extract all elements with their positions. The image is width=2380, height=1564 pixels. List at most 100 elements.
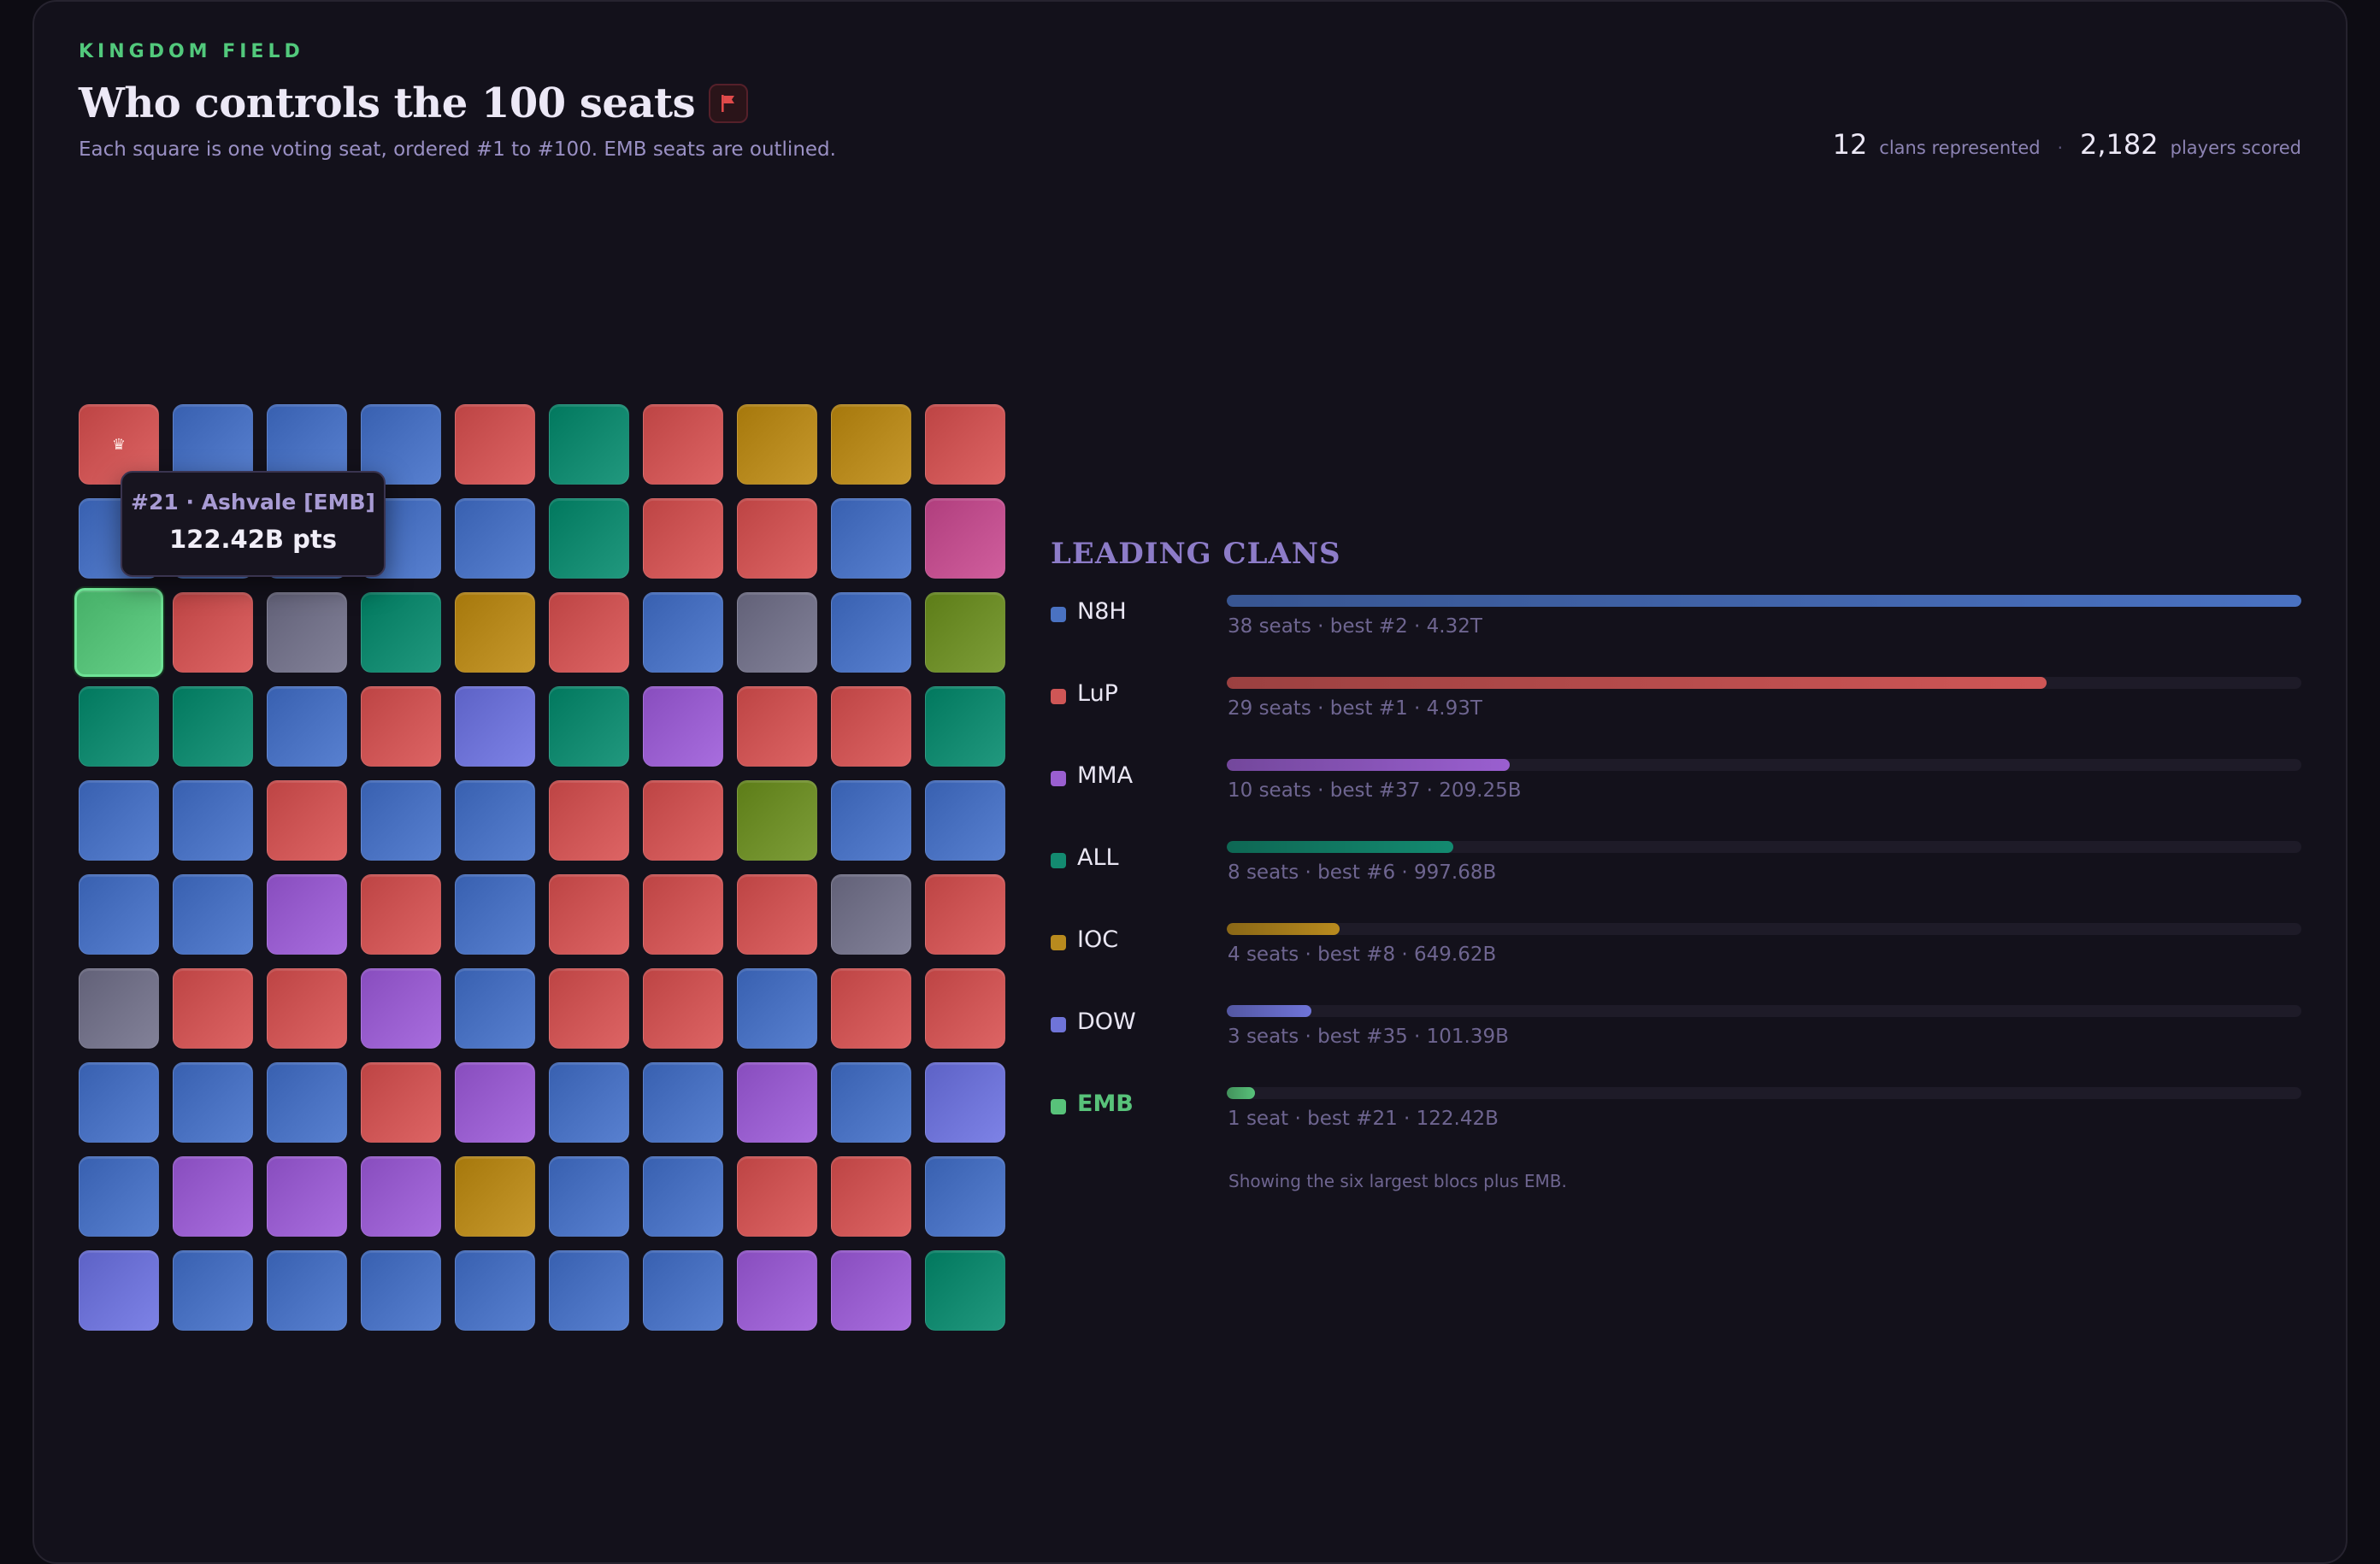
seat-49[interactable] [831,780,911,861]
seat-28[interactable] [737,592,817,673]
seat-6[interactable] [549,404,629,485]
seat-90[interactable] [925,1156,1005,1237]
seat-39[interactable] [831,686,911,767]
seat-29[interactable] [831,592,911,673]
seat-61[interactable] [79,968,159,1049]
seat-30[interactable] [925,592,1005,673]
seat-77[interactable] [643,1062,723,1143]
seat-18[interactable] [737,498,817,579]
seat-54[interactable] [361,874,441,955]
seat-31[interactable] [79,686,159,767]
seat-17[interactable] [643,498,723,579]
clan-row-ioc[interactable]: IOC 4 seats · best #8 · 649.62B [1051,921,2301,998]
seat-45[interactable] [455,780,535,861]
seat-9[interactable] [831,404,911,485]
seat-78[interactable] [737,1062,817,1143]
seat-79[interactable] [831,1062,911,1143]
seat-10[interactable] [925,404,1005,485]
seat-27[interactable] [643,592,723,673]
seat-97[interactable] [643,1250,723,1331]
seat-25[interactable] [455,592,535,673]
seat-65[interactable] [455,968,535,1049]
clan-row-dow[interactable]: DOW 3 seats · best #35 · 101.39B [1051,1003,2301,1080]
seat-22[interactable] [173,592,253,673]
clan-row-mma[interactable]: MMA 10 seats · best #37 · 209.25B [1051,757,2301,834]
clan-row-n8h[interactable]: N8H 38 seats · best #2 · 4.32T [1051,593,2301,670]
seat-86[interactable] [549,1156,629,1237]
seat-76[interactable] [549,1062,629,1143]
clan-row-emb[interactable]: EMB 1 seat · best #21 · 122.42B [1051,1085,2301,1162]
seat-41[interactable] [79,780,159,861]
seat-38[interactable] [737,686,817,767]
seat-40[interactable] [925,686,1005,767]
seat-96[interactable] [549,1250,629,1331]
seat-82[interactable] [173,1156,253,1237]
seat-71[interactable] [79,1062,159,1143]
seat-34[interactable] [361,686,441,767]
seat-85[interactable] [455,1156,535,1237]
seat-94[interactable] [361,1250,441,1331]
seat-57[interactable] [643,874,723,955]
seat-81[interactable] [79,1156,159,1237]
seat-95[interactable] [455,1250,535,1331]
seat-93[interactable] [267,1250,347,1331]
seat-59[interactable] [831,874,911,955]
seat-63[interactable] [267,968,347,1049]
seat-16[interactable] [549,498,629,579]
clan-row-lup[interactable]: LuP 29 seats · best #1 · 4.93T [1051,675,2301,752]
seat-7[interactable] [643,404,723,485]
seat-15[interactable] [455,498,535,579]
seat-53[interactable] [267,874,347,955]
seat-48[interactable] [737,780,817,861]
seat-67[interactable] [643,968,723,1049]
seat-100[interactable] [925,1250,1005,1331]
seat-92[interactable] [173,1250,253,1331]
seat-33[interactable] [267,686,347,767]
seat-88[interactable] [737,1156,817,1237]
seat-87[interactable] [643,1156,723,1237]
seat-47[interactable] [643,780,723,861]
seat-74[interactable] [361,1062,441,1143]
seat-19[interactable] [831,498,911,579]
seat-44[interactable] [361,780,441,861]
seat-42[interactable] [173,780,253,861]
seat-20[interactable] [925,498,1005,579]
seat-55[interactable] [455,874,535,955]
seat-66[interactable] [549,968,629,1049]
seat-69[interactable] [831,968,911,1049]
seat-98[interactable] [737,1250,817,1331]
clan-row-all[interactable]: ALL 8 seats · best #6 · 997.68B [1051,839,2301,916]
seat-21[interactable] [74,588,163,677]
seat-72[interactable] [173,1062,253,1143]
seat-50[interactable] [925,780,1005,861]
seat-80[interactable] [925,1062,1005,1143]
seat-70[interactable] [925,968,1005,1049]
seat-1[interactable]: ♛ [79,404,159,485]
seat-24[interactable] [361,592,441,673]
seat-84[interactable] [361,1156,441,1237]
seat-89[interactable] [831,1156,911,1237]
seat-99[interactable] [831,1250,911,1331]
seat-43[interactable] [267,780,347,861]
seat-91[interactable] [79,1250,159,1331]
seat-58[interactable] [737,874,817,955]
seat-51[interactable] [79,874,159,955]
seat-46[interactable] [549,780,629,861]
seat-37[interactable] [643,686,723,767]
seat-8[interactable] [737,404,817,485]
seat-64[interactable] [361,968,441,1049]
seat-35[interactable] [455,686,535,767]
seat-68[interactable] [737,968,817,1049]
seat-75[interactable] [455,1062,535,1143]
seat-56[interactable] [549,874,629,955]
seat-26[interactable] [549,592,629,673]
seat-23[interactable] [267,592,347,673]
seat-62[interactable] [173,968,253,1049]
seat-83[interactable] [267,1156,347,1237]
seat-36[interactable] [549,686,629,767]
seat-73[interactable] [267,1062,347,1143]
flag-icon[interactable] [709,84,749,123]
seat-52[interactable] [173,874,253,955]
seat-5[interactable] [455,404,535,485]
seat-60[interactable] [925,874,1005,955]
